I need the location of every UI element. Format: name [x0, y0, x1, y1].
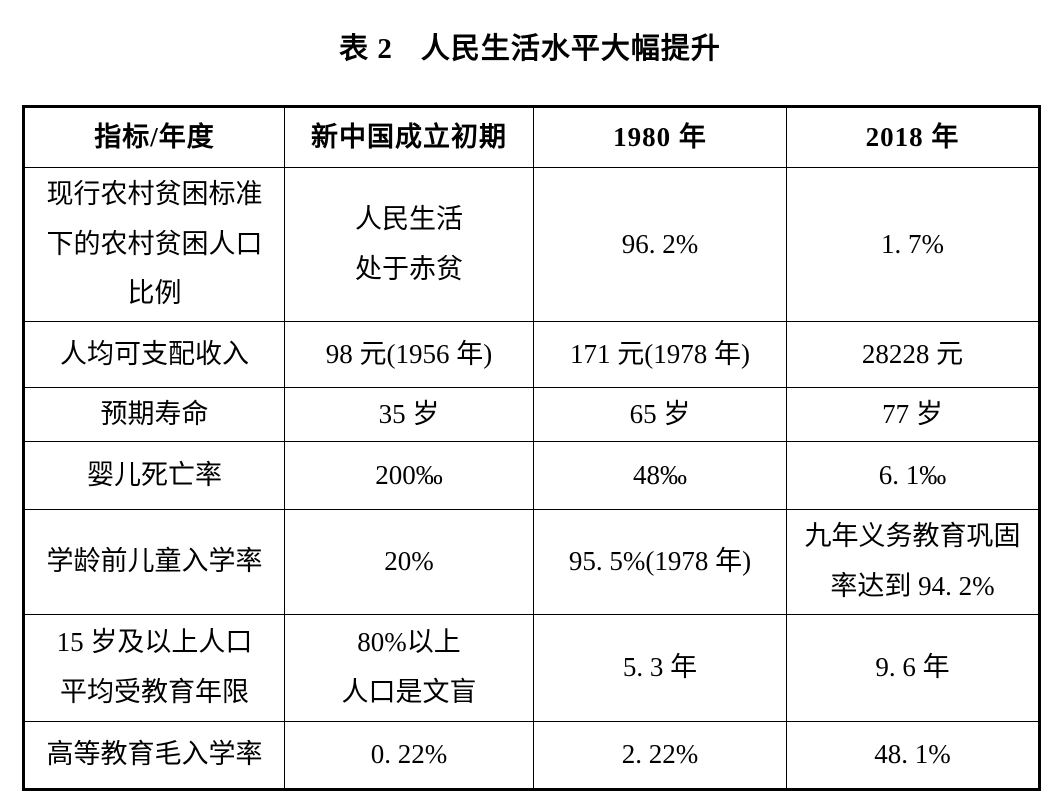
table-cell: 1. 7% — [786, 167, 1040, 322]
table-cell: 学龄前儿童入学率 — [23, 509, 285, 615]
row-average-schooling-years: 15 岁及以上人口 平均受教育年限 80%以上 人口是文盲 5. 3 年 9. … — [23, 614, 1040, 722]
table-cell: 6. 1‰ — [786, 441, 1040, 510]
row-infant-mortality: 婴儿死亡率 200‰ 48‰ 6. 1‰ — [23, 441, 1040, 510]
table-cell: 200‰ — [284, 441, 534, 510]
table-cell: 48. 1% — [786, 721, 1040, 790]
table-cell: 171 元(1978 年) — [533, 321, 787, 388]
table-cell: 预期寿命 — [23, 387, 285, 442]
header-cell-indicator: 指标/年度 — [23, 106, 285, 168]
table-cell: 95. 5%(1978 年) — [533, 509, 787, 615]
table-cell: 77 岁 — [786, 387, 1040, 442]
row-disposable-income: 人均可支配收入 98 元(1956 年) 171 元(1978 年) 28228… — [23, 321, 1040, 388]
table-cell: 2. 22% — [533, 721, 787, 790]
table-cell: 28228 元 — [786, 321, 1040, 388]
table-cell: 高等教育毛入学率 — [23, 721, 285, 790]
table-cell: 九年义务教育巩固 率达到 94. 2% — [786, 509, 1040, 615]
table-cell: 人均可支配收入 — [23, 321, 285, 388]
table-title-text: 人民生活水平大幅提升 — [420, 33, 721, 65]
table-cell: 80%以上 人口是文盲 — [284, 614, 534, 722]
table-cell: 0. 22% — [284, 721, 534, 790]
header-cell-2018: 2018 年 — [786, 106, 1040, 168]
table-cell: 96. 2% — [533, 167, 787, 322]
table-cell: 48‰ — [533, 441, 787, 510]
table-cell: 婴儿死亡率 — [23, 441, 285, 510]
table-title-label: 表 2 — [339, 33, 393, 65]
table-cell: 9. 6 年 — [786, 614, 1040, 722]
row-rural-poverty-ratio: 现行农村贫困标准 下的农村贫困人口 比例 人民生活 处于赤贫 96. 2% 1.… — [23, 167, 1040, 322]
table-cell: 人民生活 处于赤贫 — [284, 167, 534, 322]
header-cell-1980: 1980 年 — [533, 106, 787, 168]
row-life-expectancy: 预期寿命 35 岁 65 岁 77 岁 — [23, 387, 1040, 442]
table-title: 表 2 人民生活水平大幅提升 — [0, 0, 1060, 67]
table-cell: 20% — [284, 509, 534, 615]
row-preschool-enrollment: 学龄前儿童入学率 20% 95. 5%(1978 年) 九年义务教育巩固 率达到… — [23, 509, 1040, 615]
table-cell: 5. 3 年 — [533, 614, 787, 722]
table-cell: 35 岁 — [284, 387, 534, 442]
table-header-row: 指标/年度 新中国成立初期 1980 年 2018 年 — [23, 106, 1040, 168]
table-cell: 15 岁及以上人口 平均受教育年限 — [23, 614, 285, 722]
header-cell-early-prc: 新中国成立初期 — [284, 106, 534, 168]
table-cell: 98 元(1956 年) — [284, 321, 534, 388]
table-cell: 65 岁 — [533, 387, 787, 442]
table-cell: 现行农村贫困标准 下的农村贫困人口 比例 — [23, 167, 285, 322]
row-higher-education-enrollment: 高等教育毛入学率 0. 22% 2. 22% 48. 1% — [23, 721, 1040, 790]
living-standards-table: 指标/年度 新中国成立初期 1980 年 2018 年 现行农村贫困标准 下的农… — [22, 105, 1041, 791]
